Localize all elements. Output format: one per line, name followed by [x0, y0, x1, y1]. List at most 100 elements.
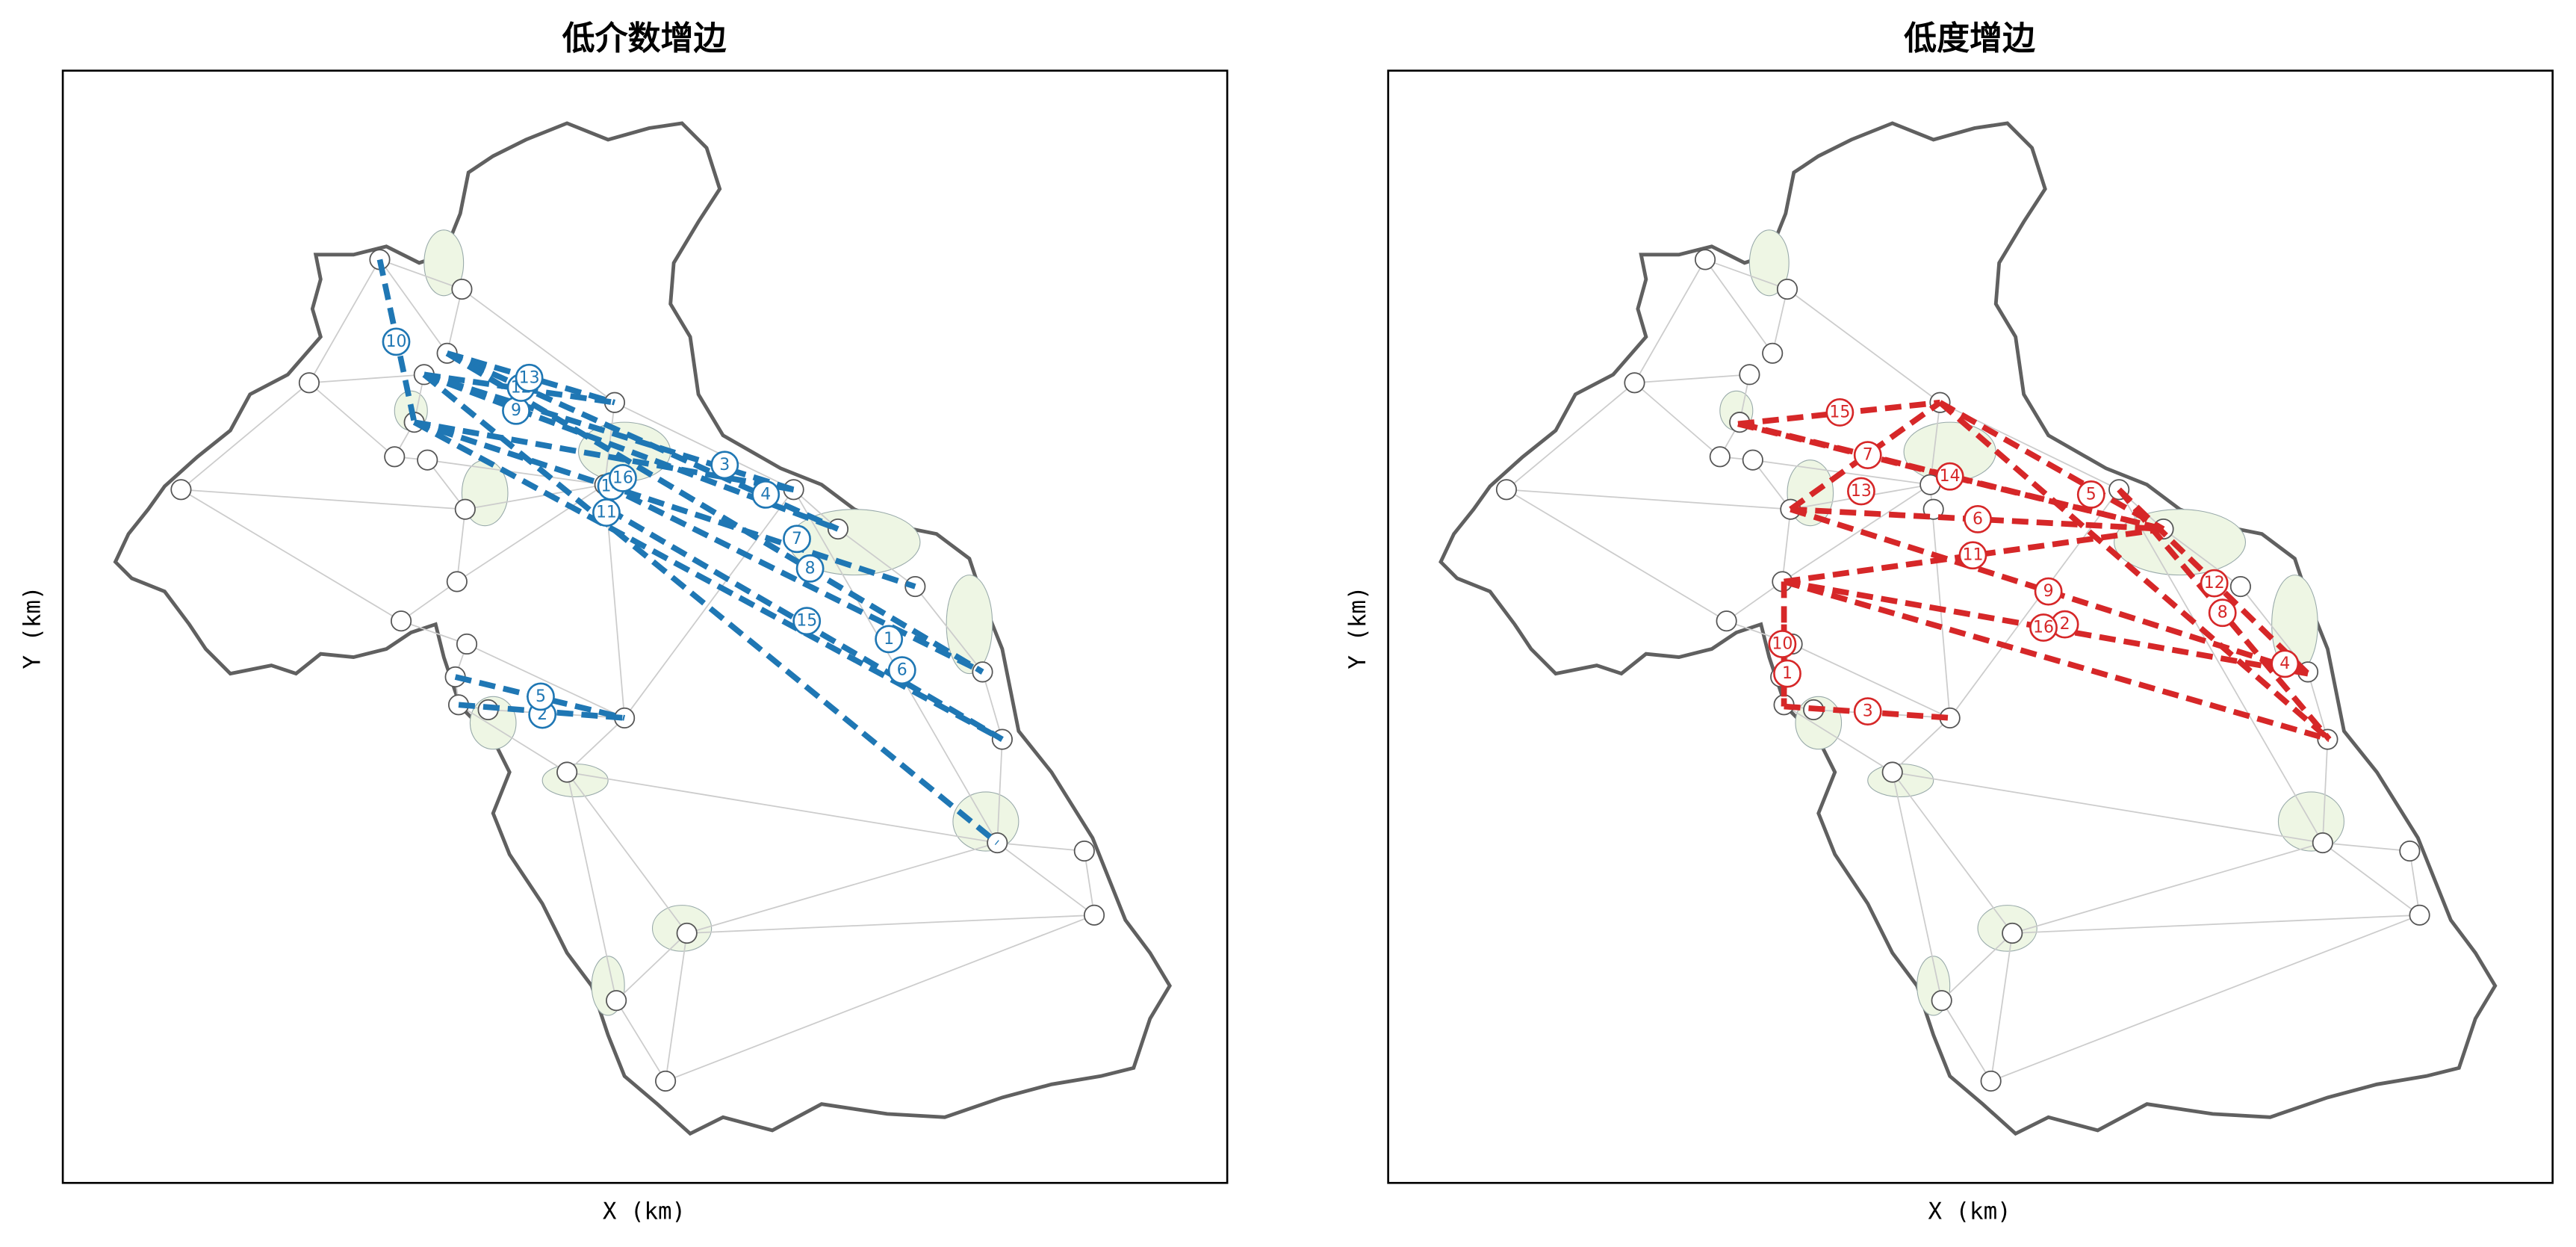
urban-patch — [946, 575, 993, 675]
network-edge — [665, 914, 1095, 1082]
region-boundary — [1438, 121, 2498, 1136]
x-axis-label: X (km) — [603, 1198, 686, 1225]
network-edge — [1787, 288, 1941, 403]
node — [1694, 249, 1716, 270]
added-edge — [423, 371, 615, 406]
network-edge — [686, 914, 1095, 934]
network-edge — [566, 772, 617, 1001]
edge-label: 5 — [2086, 485, 2097, 504]
network-edge — [2307, 672, 2329, 740]
added-edge — [603, 482, 984, 675]
edge-label: 9 — [511, 401, 521, 420]
edge-label-badge — [1958, 541, 1987, 570]
node — [1881, 761, 1903, 783]
node — [1716, 610, 1737, 632]
network-edge — [2163, 528, 2241, 587]
network-edge — [1784, 704, 1893, 773]
edge-label-badge — [751, 480, 780, 509]
network-edge — [2012, 914, 2420, 934]
node — [456, 633, 478, 655]
network-edge — [1929, 484, 1951, 719]
network-edge — [1506, 489, 1791, 510]
network-edge — [308, 374, 424, 384]
network-edge — [1892, 771, 2013, 934]
network-edge — [1634, 374, 1750, 384]
edge-label: 3 — [1863, 702, 1873, 721]
panel-frame — [61, 69, 1229, 1184]
edge-label: 11 — [596, 504, 617, 522]
edge-label: 11 — [1962, 546, 1983, 565]
node — [451, 278, 473, 300]
node — [2002, 922, 2023, 944]
network-edge — [2118, 489, 2324, 844]
edge-label-badge — [609, 463, 637, 492]
edge-label-badge — [1773, 659, 1801, 688]
edge-label: 16 — [2033, 618, 2054, 637]
edge-label: 7 — [792, 530, 802, 548]
added-edge — [1789, 400, 1942, 512]
urban-patch — [2277, 791, 2344, 852]
network-edge — [614, 401, 795, 491]
edge-label: 4 — [760, 485, 771, 504]
node — [1083, 904, 1105, 926]
node — [676, 922, 698, 944]
edge-label-badge — [1935, 462, 1964, 491]
network-edge — [1990, 914, 2420, 1082]
network-edge — [427, 459, 605, 486]
node — [1980, 1070, 2002, 1092]
edge-label-badge — [792, 607, 822, 636]
network-edge — [997, 842, 1084, 852]
y-axis-label: Y (km) — [1344, 586, 1371, 669]
edge-label-badge — [1964, 504, 1992, 533]
edge-label-badge — [710, 451, 739, 480]
added-edge — [422, 372, 999, 846]
edge-label-badge — [875, 625, 904, 654]
network-edge — [615, 1000, 666, 1082]
node — [1776, 278, 1798, 300]
node — [1624, 372, 1645, 394]
network-edge — [379, 259, 462, 290]
network-edge — [308, 382, 395, 457]
map — [113, 121, 1172, 1136]
network-edge — [1940, 1000, 1992, 1082]
network-edge — [1781, 509, 1792, 582]
node — [556, 761, 578, 783]
network-edge — [1792, 643, 1951, 719]
edge-label: 8 — [2217, 604, 2228, 622]
network-edge — [465, 483, 605, 510]
network-edge — [615, 932, 688, 1001]
edge-label: 15 — [796, 612, 817, 631]
node — [1709, 446, 1731, 468]
network-edge — [2409, 850, 2421, 915]
network-edge — [2322, 842, 2410, 852]
edge-label-badge — [1847, 477, 1875, 506]
added-edge — [1937, 400, 2332, 742]
network-edge — [996, 842, 1095, 916]
node — [298, 372, 320, 394]
edge-label-badge — [2076, 480, 2105, 509]
node — [655, 1070, 677, 1092]
added-edge — [1938, 400, 2165, 532]
added-edge — [412, 419, 1004, 742]
edge-label: 8 — [805, 559, 816, 578]
node — [606, 990, 627, 1012]
edge-label: 7 — [1863, 446, 1873, 465]
node — [1762, 342, 1784, 364]
node — [446, 571, 468, 592]
node — [2409, 904, 2430, 926]
added-edge — [1784, 526, 2164, 585]
edge-label-badge — [515, 363, 544, 392]
network-edge — [624, 489, 795, 719]
network-edge — [446, 288, 463, 353]
node — [2399, 840, 2421, 862]
edge-label-badge — [2271, 649, 2300, 678]
network-edge — [1772, 288, 1788, 353]
node — [2312, 832, 2333, 854]
network-edge — [2322, 842, 2421, 916]
network-edge — [1726, 581, 1783, 622]
edge-label-badge — [783, 525, 811, 554]
node — [1073, 840, 1095, 862]
network-edge — [1990, 932, 2014, 1082]
edge-label-badge — [1768, 630, 1797, 658]
